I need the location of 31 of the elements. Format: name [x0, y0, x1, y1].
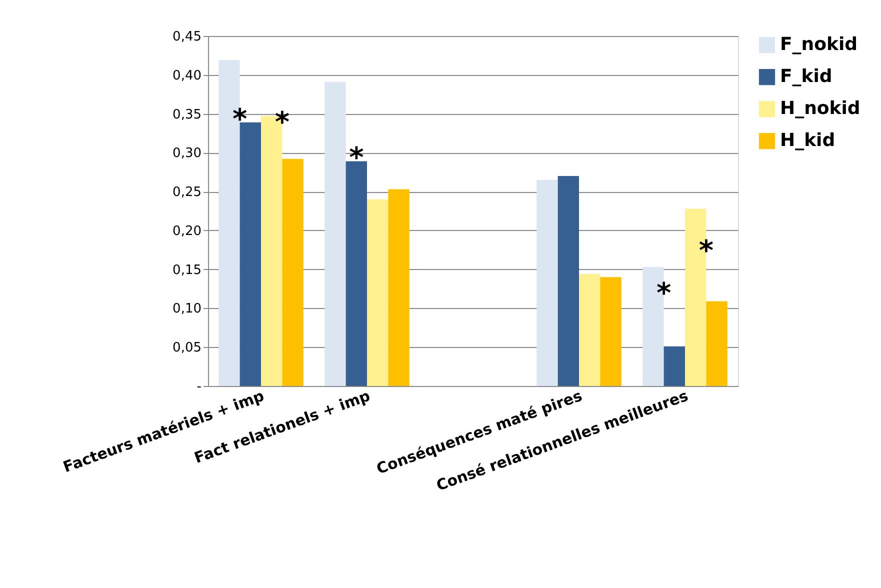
- legend-label: H_kid: [780, 130, 836, 151]
- y-tick-label: 0,15: [172, 262, 202, 278]
- bar: [558, 176, 579, 386]
- y-tick-label: 0,05: [172, 340, 202, 356]
- annotation: *: [274, 105, 290, 138]
- bar: [706, 301, 728, 386]
- annotation: *: [698, 234, 714, 267]
- bar: [324, 82, 346, 386]
- legend-label: F_kid: [780, 66, 832, 87]
- y-tick-label: 0,40: [172, 68, 202, 84]
- bar: [282, 158, 304, 386]
- annotation: *: [232, 102, 248, 136]
- annotation: *: [349, 141, 364, 174]
- bar: [600, 277, 622, 386]
- bar: [346, 161, 367, 386]
- bar: [664, 346, 685, 386]
- bar: [536, 180, 558, 386]
- y-tick-label: 0,45: [172, 30, 202, 44]
- bar: [367, 199, 388, 386]
- legend-label: F_nokid: [780, 34, 858, 55]
- y-tick-label: 0,30: [172, 146, 202, 162]
- y-tick-label: 0,20: [172, 224, 202, 239]
- bar: [579, 274, 600, 386]
- bar: [240, 122, 261, 386]
- y-tick-label: 0,25: [172, 185, 202, 200]
- legend-label: H_nokid: [780, 98, 860, 119]
- y-tick-label: -: [196, 380, 202, 394]
- y-tick-label: 0,35: [172, 107, 202, 122]
- annotation: *: [656, 276, 672, 310]
- y-tick-label: 0,10: [172, 302, 202, 317]
- bar: [388, 189, 410, 386]
